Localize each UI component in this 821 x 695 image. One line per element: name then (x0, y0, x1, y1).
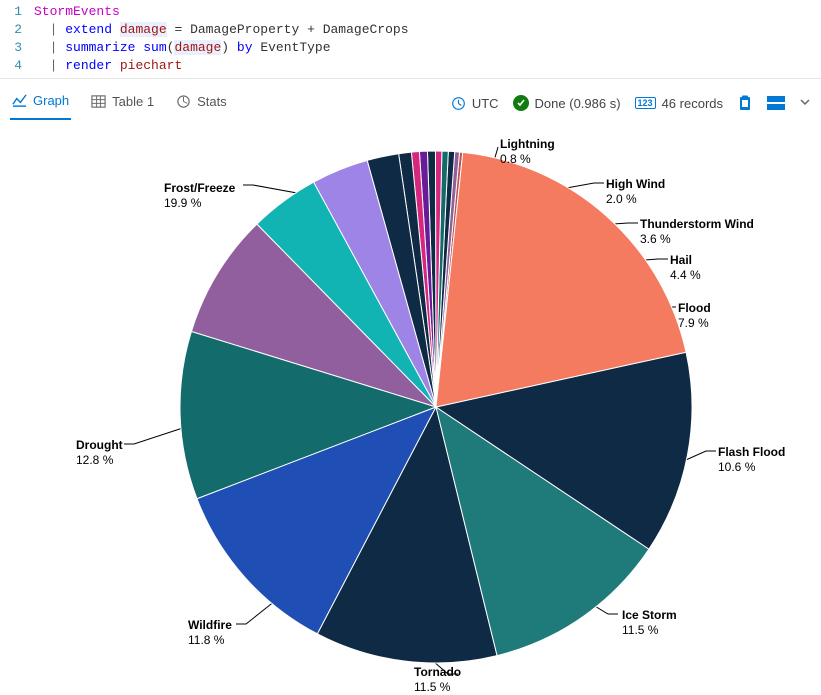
code-content: StormEvents (34, 4, 120, 19)
slice-label: Hail4.4 % (670, 253, 701, 283)
slice-label: Lightning0.8 % (500, 137, 555, 167)
slice-label: Flood7.9 % (678, 301, 711, 331)
slice-label: Drought12.8 % (76, 438, 123, 468)
code-content: | render piechart (34, 58, 182, 73)
query-editor[interactable]: 1StormEvents2 | extend damage = DamagePr… (0, 0, 821, 79)
record-count: 123 46 records (635, 96, 723, 111)
editor-line[interactable]: 3 | summarize sum(damage) by EventType (0, 38, 821, 56)
chart-line-icon (12, 93, 27, 108)
clipboard-button[interactable] (737, 95, 753, 111)
timezone[interactable]: UTC (451, 96, 499, 111)
timezone-label: UTC (472, 96, 499, 111)
slice-label: Flash Flood10.6 % (718, 445, 785, 475)
editor-line[interactable]: 4 | render piechart (0, 56, 821, 74)
check-circle-icon (513, 95, 529, 111)
slice-label: Thunderstorm Wind3.6 % (640, 217, 754, 247)
pie-chart[interactable] (176, 147, 696, 667)
records-badge-icon: 123 (635, 97, 656, 109)
results-toolbar: Graph Table 1 Stats UTC Done (0.986 s) (0, 79, 821, 119)
tab-stats-label: Stats (197, 94, 227, 109)
slice-label: Tornado11.5 % (414, 665, 461, 695)
tab-stats[interactable]: Stats (174, 87, 229, 120)
editor-line[interactable]: 2 | extend damage = DamageProperty + Dam… (0, 20, 821, 38)
tab-table[interactable]: Table 1 (89, 87, 156, 120)
stats-icon (176, 94, 191, 109)
execution-status: Done (0.986 s) (513, 95, 621, 111)
tab-table-label: Table 1 (112, 94, 154, 109)
code-content: | extend damage = DamageProperty + Damag… (34, 22, 409, 37)
line-number: 2 (0, 22, 34, 37)
execution-status-label: Done (0.986 s) (535, 96, 621, 111)
chart-area: Frost/Freeze19.9 % Drought12.8 % Wildfire1… (0, 119, 821, 677)
table-icon (91, 94, 106, 109)
line-number: 1 (0, 4, 34, 19)
line-number: 4 (0, 58, 34, 73)
line-number: 3 (0, 40, 34, 55)
result-tabs: Graph Table 1 Stats (10, 87, 229, 120)
editor-line[interactable]: 1StormEvents (0, 2, 821, 20)
layout-button[interactable] (767, 96, 785, 110)
code-content: | summarize sum(damage) by EventType (34, 40, 331, 55)
slice-label: Frost/Freeze19.9 % (164, 181, 235, 211)
record-count-label: 46 records (662, 96, 723, 111)
clock-icon (451, 96, 466, 111)
tab-graph-label: Graph (33, 93, 69, 108)
slice-label: Ice Storm11.5 % (622, 608, 677, 638)
tab-graph[interactable]: Graph (10, 87, 71, 120)
slice-label: Wildfire11.8 % (188, 618, 232, 648)
layout-icon (767, 96, 785, 110)
clipboard-icon (737, 95, 753, 111)
slice-label: High Wind2.0 % (606, 177, 665, 207)
chevron-down-icon[interactable] (799, 96, 811, 111)
